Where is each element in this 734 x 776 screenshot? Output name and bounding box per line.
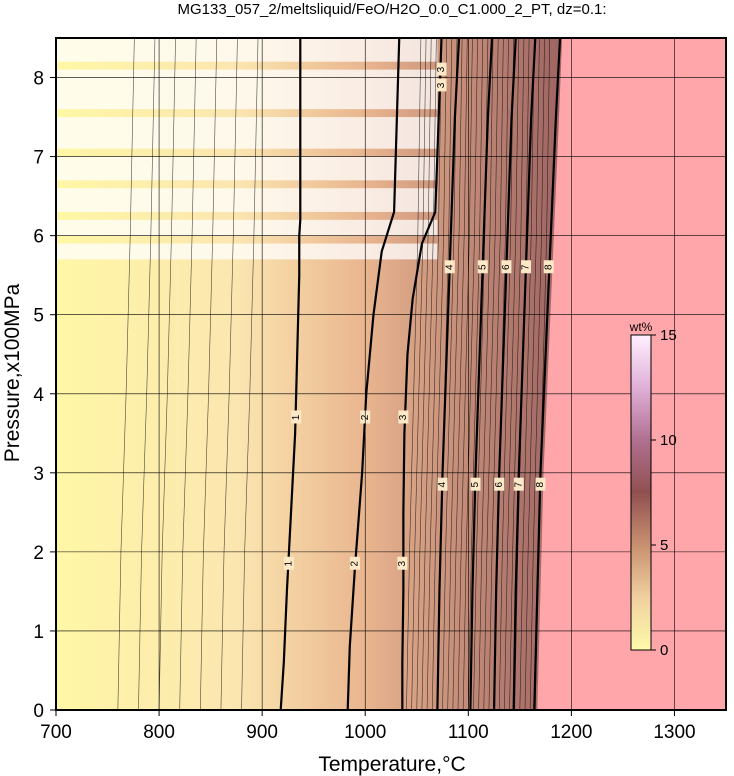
svg-text:3: 3 [397,561,408,567]
contour-label: 7 [513,477,524,491]
x-tick-label: 1200 [550,722,592,743]
contour-label: 5 [477,260,488,274]
contour-label: 3 [397,556,408,570]
contour-label: 8 [543,260,554,274]
contour-label: 6 [494,477,505,491]
contour-5 [469,38,494,710]
contour-4 [436,38,461,710]
contour-label: 4 [444,260,455,274]
y-tick-label: 3 [33,464,44,485]
colorbar-tick-label: 0 [660,642,668,659]
contour-6 [492,38,517,710]
x-tick-label: 700 [40,722,72,743]
colorbar-label: wt% [629,320,653,334]
no-data-band [56,188,438,212]
svg-text:7: 7 [521,264,532,270]
colorbar-tick-label: 5 [660,537,668,554]
svg-text:5: 5 [477,264,488,270]
svg-text:6: 6 [501,264,512,270]
colorbar-gradient [630,334,652,651]
no-data-band [56,38,438,62]
contour-label: 5 [470,477,481,491]
no-data-band [56,243,438,260]
contour-label: 3 [398,410,409,424]
svg-text:3: 3 [398,414,409,420]
no-data-band [56,156,438,181]
y-tick-label: 0 [33,701,44,722]
x-axis-label: Temperature,°C [318,753,465,776]
svg-text:7: 7 [513,481,524,487]
contour-7 [512,38,537,710]
contour-label: 8 [535,477,546,491]
no-data-band [56,69,438,110]
contour-label: 7 [521,260,532,274]
contour-label: 6 [501,260,512,274]
x-tick-label: 1300 [653,722,695,743]
x-tick-label: 900 [246,722,278,743]
contour-label: 3 [436,78,447,92]
contour-label: 3 [436,62,447,76]
svg-text:3: 3 [436,82,447,88]
no-data-band [56,219,438,236]
contour-label: 4 [437,477,448,491]
svg-text:5: 5 [470,481,481,487]
y-tick-label: 4 [33,385,44,406]
contour-label: 1 [291,410,302,424]
y-tick-label: 6 [33,227,44,248]
colorbar-tick-label: 15 [660,327,677,344]
svg-text:8: 8 [535,481,546,487]
contour-label: 2 [350,556,361,570]
contour-8 [533,38,562,710]
svg-text:6: 6 [494,481,505,487]
no-data-band [56,117,438,149]
plot-frame [55,37,727,711]
y-tick-label: 1 [33,622,44,643]
chart-title: MG133_057_2/meltsliquid/FeO/H2O_0.0_C1.0… [177,1,606,18]
y-tick-label: 2 [33,543,44,564]
x-tick-label: 1100 [448,722,489,743]
plot-area: 123123456784567833 [56,38,726,710]
svg-text:1: 1 [291,414,302,420]
svg-text:2: 2 [350,561,361,567]
colorbar: wt% 0 5 10 15 [629,320,677,659]
y-axis-label: Pressure,x100MPa [1,283,24,462]
y-tick-label: 8 [33,69,44,90]
svg-text:8: 8 [543,264,554,270]
y-tick-label: 7 [33,148,44,169]
svg-text:3: 3 [436,66,447,72]
melt-field [56,38,572,710]
colorbar-tick-label: 10 [660,432,677,449]
contour-label: 1 [284,556,295,570]
svg-text:1: 1 [284,561,295,567]
svg-text:4: 4 [437,481,448,487]
y-tick-label: 5 [33,306,44,327]
x-tick-label: 1000 [344,722,386,743]
x-tick-label: 800 [143,722,175,743]
svg-text:4: 4 [444,264,455,270]
